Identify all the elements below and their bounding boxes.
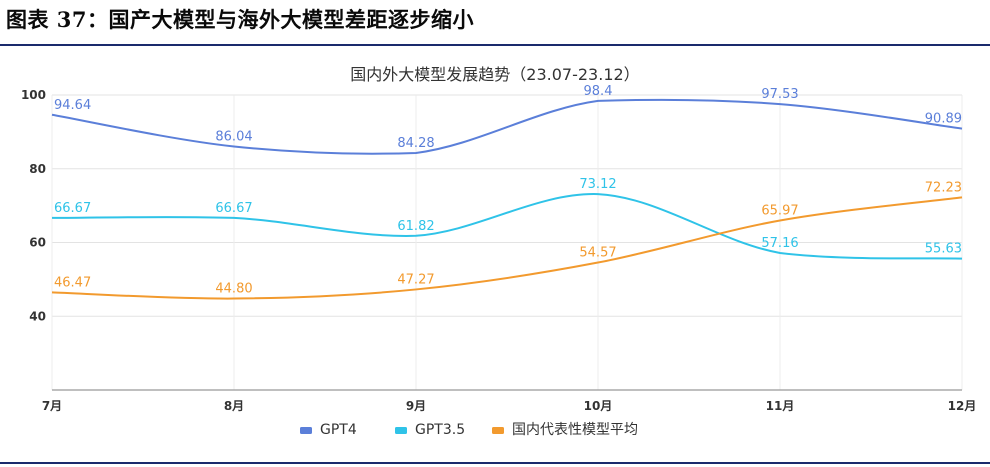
data-label: 57.16: [761, 236, 798, 251]
series-layer: [51, 98, 963, 300]
data-label: 61.82: [397, 219, 434, 234]
data-label: 97.53: [761, 87, 798, 102]
axes: 40 60 80 100 7月 8月 9月 10月 11月 12月: [21, 88, 976, 413]
x-tick-label: 7月: [42, 399, 62, 413]
x-tick-label: 10月: [584, 399, 613, 413]
legend-label: GPT3.5: [415, 422, 465, 438]
figure-caption: 图表 37：国产大模型与海外大模型差距逐步缩小: [6, 7, 475, 32]
legend: GPT4 GPT3.5 国内代表性模型平均: [300, 422, 638, 438]
data-label: 98.4: [584, 84, 613, 99]
data-label: 47.27: [397, 272, 434, 287]
data-label: 46.47: [54, 275, 91, 290]
series-line-2: [51, 193, 963, 260]
y-tick-label: 80: [29, 162, 46, 176]
data-label: 66.67: [215, 201, 252, 216]
x-tick-label: 8月: [224, 399, 244, 413]
data-label: 55.63: [925, 242, 962, 257]
legend-swatch: [395, 427, 407, 434]
legend-label: GPT4: [320, 422, 357, 438]
data-label: 73.12: [579, 177, 616, 192]
x-tick-label: 12月: [948, 399, 977, 413]
bottom-rule: [0, 462, 990, 464]
series-line-3: [51, 196, 963, 300]
data-label: 66.67: [54, 201, 91, 216]
data-label: 94.64: [54, 98, 91, 113]
data-label: 65.97: [761, 203, 798, 218]
data-label: 90.89: [925, 112, 962, 127]
data-label: 86.04: [215, 129, 252, 144]
data-label: 54.57: [579, 246, 616, 261]
y-tick-label: 40: [29, 309, 46, 323]
chart-title: 国内外大模型发展趋势（23.07-23.12）: [350, 65, 639, 84]
caption-rule: [0, 44, 990, 46]
legend-swatch: [492, 427, 504, 434]
y-tick-label: 60: [29, 236, 46, 250]
x-tick-label: 11月: [766, 399, 795, 413]
data-labels: 94.64 86.04 84.28 98.4 97.53 90.89 66.67 66.67 6…: [54, 84, 962, 297]
legend-label: 国内代表性模型平均: [512, 422, 638, 438]
x-tick-label: 9月: [406, 399, 426, 413]
data-label: 84.28: [397, 136, 434, 151]
y-tick-label: 100: [21, 88, 46, 102]
legend-swatch: [300, 427, 312, 434]
series-line-1: [51, 98, 963, 155]
data-label: 44.80: [215, 282, 252, 297]
grid: [51, 94, 963, 390]
data-label: 72.23: [925, 180, 962, 195]
